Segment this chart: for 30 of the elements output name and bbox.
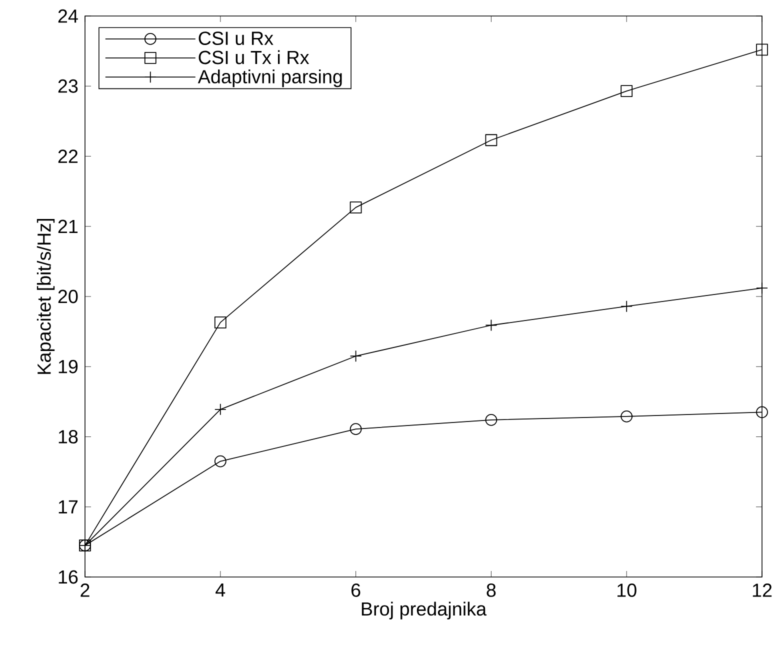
y-tick-label: 16 (58, 570, 78, 584)
point (620, 85, 633, 97)
y-tick-label: 20 (58, 290, 78, 304)
point (214, 455, 226, 468)
point (756, 44, 768, 56)
point (756, 406, 768, 418)
y-tick-label: 21 (58, 220, 78, 233)
y-tick-label: 19 (58, 360, 78, 374)
y-tick-label: 22 (58, 150, 78, 163)
y-axis-title: Kapacitet [bit/s/Hz] (36, 218, 55, 374)
point (350, 423, 362, 435)
point (485, 134, 498, 146)
x-tick-label: 6 (351, 584, 360, 597)
legend-label: Adaptivni parsing (198, 69, 342, 88)
y-tick-label: 23 (58, 79, 78, 93)
point (485, 414, 498, 426)
x-tick-label: 4 (216, 584, 226, 597)
x-tick-label: 10 (618, 584, 636, 597)
y-tick-label: 18 (58, 430, 78, 444)
x-tick-label: 2 (80, 584, 90, 597)
x-tick-label: 8 (486, 584, 496, 597)
x-axis-title: Broj predajnika (362, 602, 487, 620)
point (214, 316, 226, 328)
x-tick-label: 12 (752, 584, 772, 597)
point (620, 410, 633, 422)
y-tick-label: 24 (58, 9, 78, 23)
point (350, 201, 362, 214)
legend-label: CSI u Rx (198, 32, 274, 46)
legend-label: CSI u Tx i Rx (198, 50, 310, 64)
y-tick-label: 17 (58, 500, 78, 514)
